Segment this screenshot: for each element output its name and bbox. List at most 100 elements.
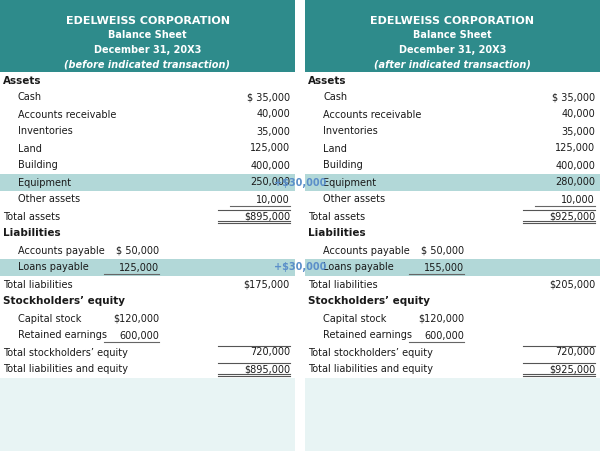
Text: Assets: Assets <box>308 75 347 86</box>
FancyBboxPatch shape <box>0 157 295 174</box>
Text: +$30,000: +$30,000 <box>274 262 326 272</box>
FancyBboxPatch shape <box>0 140 295 157</box>
Text: Loans payable: Loans payable <box>323 262 394 272</box>
Text: $ 50,000: $ 50,000 <box>116 245 160 256</box>
FancyBboxPatch shape <box>0 89 295 106</box>
FancyBboxPatch shape <box>305 327 600 344</box>
Text: Accounts receivable: Accounts receivable <box>323 110 421 120</box>
Text: Total liabilities and equity: Total liabilities and equity <box>308 364 433 374</box>
FancyBboxPatch shape <box>0 106 295 123</box>
Text: Retained earnings: Retained earnings <box>18 331 107 341</box>
Text: 720,000: 720,000 <box>250 348 290 358</box>
FancyBboxPatch shape <box>305 225 600 242</box>
Text: 400,000: 400,000 <box>250 161 290 170</box>
FancyBboxPatch shape <box>0 72 295 451</box>
Text: 35,000: 35,000 <box>256 126 290 137</box>
FancyBboxPatch shape <box>0 259 295 276</box>
Text: Equipment: Equipment <box>323 178 376 188</box>
Text: Equipment: Equipment <box>18 178 71 188</box>
Text: Total liabilities and equity: Total liabilities and equity <box>3 364 128 374</box>
FancyBboxPatch shape <box>305 0 600 72</box>
Text: Retained earnings: Retained earnings <box>323 331 412 341</box>
Text: 280,000: 280,000 <box>555 178 595 188</box>
FancyBboxPatch shape <box>305 157 600 174</box>
FancyBboxPatch shape <box>0 225 295 242</box>
Text: $ 35,000: $ 35,000 <box>552 92 595 102</box>
Text: Assets: Assets <box>3 75 41 86</box>
Text: 40,000: 40,000 <box>256 110 290 120</box>
Text: $175,000: $175,000 <box>244 280 290 290</box>
Text: Total liabilities: Total liabilities <box>308 280 377 290</box>
Text: +$30,000: +$30,000 <box>274 178 326 188</box>
FancyBboxPatch shape <box>305 344 600 361</box>
Text: Total assets: Total assets <box>3 212 60 221</box>
Text: Stockholders’ equity: Stockholders’ equity <box>3 296 125 307</box>
Text: 600,000: 600,000 <box>424 331 464 341</box>
FancyBboxPatch shape <box>305 106 600 123</box>
Text: 155,000: 155,000 <box>424 262 464 272</box>
FancyBboxPatch shape <box>0 344 295 361</box>
Text: Total liabilities: Total liabilities <box>3 280 73 290</box>
Text: 35,000: 35,000 <box>561 126 595 137</box>
Text: 40,000: 40,000 <box>561 110 595 120</box>
FancyBboxPatch shape <box>305 140 600 157</box>
Text: Building: Building <box>323 161 363 170</box>
FancyBboxPatch shape <box>0 72 295 89</box>
FancyBboxPatch shape <box>0 123 295 140</box>
FancyBboxPatch shape <box>0 208 295 225</box>
FancyBboxPatch shape <box>0 0 295 72</box>
Text: $895,000: $895,000 <box>244 364 290 374</box>
Text: Total assets: Total assets <box>308 212 365 221</box>
FancyBboxPatch shape <box>305 89 600 106</box>
Text: 600,000: 600,000 <box>119 331 160 341</box>
Text: Other assets: Other assets <box>323 194 385 204</box>
Text: Other assets: Other assets <box>18 194 80 204</box>
FancyBboxPatch shape <box>305 174 600 191</box>
FancyBboxPatch shape <box>305 276 600 293</box>
Text: Total stockholders’ equity: Total stockholders’ equity <box>3 348 128 358</box>
Text: EDELWEISS CORPORATION: EDELWEISS CORPORATION <box>371 16 535 26</box>
FancyBboxPatch shape <box>0 276 295 293</box>
Text: 10,000: 10,000 <box>256 194 290 204</box>
Text: $205,000: $205,000 <box>549 280 595 290</box>
FancyBboxPatch shape <box>305 191 600 208</box>
Text: Accounts receivable: Accounts receivable <box>18 110 116 120</box>
Text: Stockholders’ equity: Stockholders’ equity <box>308 296 430 307</box>
FancyBboxPatch shape <box>305 259 600 276</box>
Text: Total stockholders’ equity: Total stockholders’ equity <box>308 348 433 358</box>
Text: $925,000: $925,000 <box>549 364 595 374</box>
Text: Inventories: Inventories <box>18 126 73 137</box>
Text: Land: Land <box>323 143 347 153</box>
Text: $925,000: $925,000 <box>549 212 595 221</box>
Text: Inventories: Inventories <box>323 126 378 137</box>
Text: Cash: Cash <box>323 92 347 102</box>
FancyBboxPatch shape <box>0 327 295 344</box>
FancyBboxPatch shape <box>305 310 600 327</box>
Text: Land: Land <box>18 143 42 153</box>
Text: EDELWEISS CORPORATION: EDELWEISS CORPORATION <box>65 16 229 26</box>
Text: Building: Building <box>18 161 58 170</box>
Text: $895,000: $895,000 <box>244 212 290 221</box>
Text: 125,000: 125,000 <box>250 143 290 153</box>
Text: Loans payable: Loans payable <box>18 262 89 272</box>
FancyBboxPatch shape <box>305 208 600 225</box>
FancyBboxPatch shape <box>0 191 295 208</box>
Text: Balance Sheet: Balance Sheet <box>413 30 492 40</box>
Text: $ 35,000: $ 35,000 <box>247 92 290 102</box>
Text: $ 50,000: $ 50,000 <box>421 245 464 256</box>
Text: 720,000: 720,000 <box>555 348 595 358</box>
Text: $120,000: $120,000 <box>418 313 464 323</box>
FancyBboxPatch shape <box>0 174 295 191</box>
Text: Accounts payable: Accounts payable <box>323 245 410 256</box>
FancyBboxPatch shape <box>0 310 295 327</box>
FancyBboxPatch shape <box>305 72 600 451</box>
Text: 125,000: 125,000 <box>119 262 160 272</box>
Text: Accounts payable: Accounts payable <box>18 245 105 256</box>
Text: December 31, 20X3: December 31, 20X3 <box>94 45 201 55</box>
Text: Balance Sheet: Balance Sheet <box>108 30 187 40</box>
Text: Capital stock: Capital stock <box>18 313 82 323</box>
Text: 400,000: 400,000 <box>555 161 595 170</box>
Text: Liabilities: Liabilities <box>3 229 61 239</box>
Text: 125,000: 125,000 <box>555 143 595 153</box>
Text: December 31, 20X3: December 31, 20X3 <box>399 45 506 55</box>
